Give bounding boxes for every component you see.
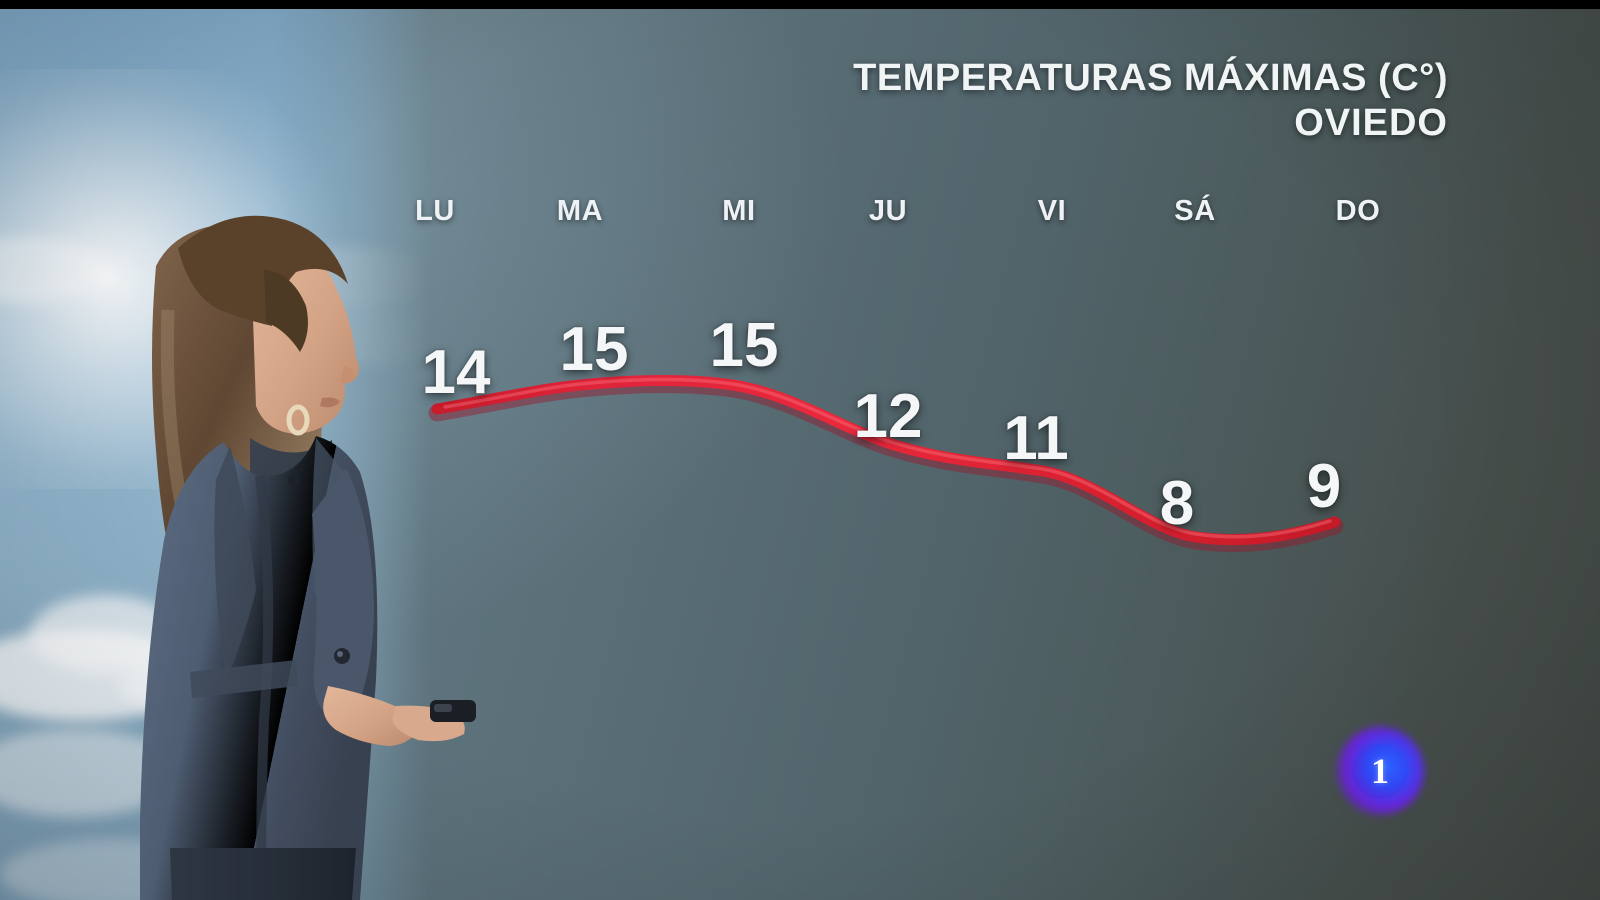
letterbox-bar-top [0, 0, 1600, 9]
day-label-sa: SÁ [1174, 195, 1216, 227]
temp-value-mi: 15 [709, 311, 779, 380]
temp-value-vi: 11 [1003, 404, 1069, 473]
channel-logo: 1 [1336, 727, 1424, 815]
day-label-ju: JU [868, 195, 908, 227]
weather-chart: TEMPERATURAS MÁXIMAS (C°) OVIEDO LU MA M… [0, 9, 1600, 900]
chart-title-block: TEMPERATURAS MÁXIMAS (C°) OVIEDO [853, 57, 1448, 144]
chart-subtitle: OVIEDO [1294, 101, 1448, 144]
day-label-mi: MI [722, 195, 756, 227]
chart-title: TEMPERATURAS MÁXIMAS (C°) [853, 57, 1448, 99]
day-label-ma: MA [556, 195, 604, 227]
temp-value-ju: 12 [853, 382, 923, 451]
channel-logo-number: 1 [1371, 751, 1389, 791]
channel-logo-disc [1352, 743, 1408, 799]
weather-presenter [140, 215, 476, 900]
temp-value-do: 9 [1306, 452, 1342, 521]
temp-value-sa: 8 [1159, 469, 1195, 538]
temp-value-lu: 14 [421, 338, 491, 407]
day-label-do: DO [1335, 195, 1381, 227]
temp-value-ma: 15 [559, 315, 629, 384]
day-label-vi: VI [1037, 195, 1067, 227]
day-label-lu: LU [415, 195, 455, 227]
